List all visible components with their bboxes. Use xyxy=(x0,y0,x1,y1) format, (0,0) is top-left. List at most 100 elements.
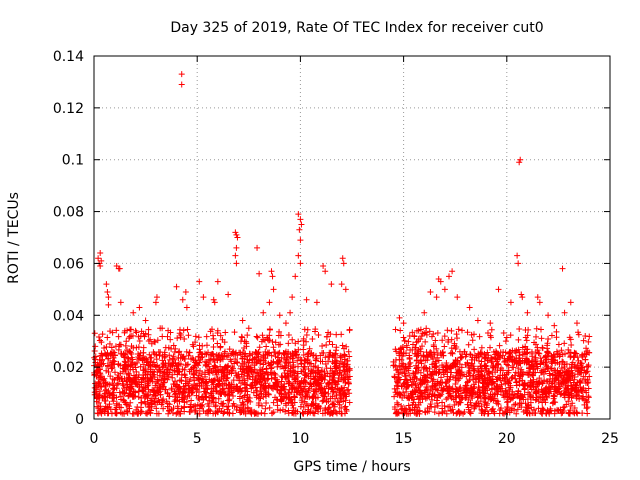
data-point xyxy=(329,376,336,383)
data-point xyxy=(524,349,531,356)
data-point xyxy=(173,283,180,290)
data-point xyxy=(183,304,190,311)
data-point xyxy=(176,377,183,384)
data-point xyxy=(271,374,278,381)
data-point xyxy=(338,372,345,379)
data-point xyxy=(337,394,344,401)
data-point xyxy=(196,380,203,387)
data-point xyxy=(470,372,477,379)
data-point xyxy=(565,410,572,417)
data-point xyxy=(451,342,458,349)
data-point xyxy=(405,338,412,345)
data-point xyxy=(261,377,268,384)
data-point xyxy=(214,327,221,334)
data-point xyxy=(300,346,307,353)
data-point xyxy=(346,399,353,406)
data-point xyxy=(302,378,309,385)
data-point xyxy=(317,385,324,392)
data-point xyxy=(180,327,187,334)
data-point xyxy=(152,339,159,346)
data-point xyxy=(446,390,453,397)
data-point xyxy=(414,350,421,357)
data-point xyxy=(429,369,436,376)
data-point xyxy=(202,358,209,365)
data-point xyxy=(394,391,401,398)
data-point xyxy=(583,345,590,352)
data-point xyxy=(448,336,455,343)
data-point xyxy=(136,355,143,362)
data-point xyxy=(314,367,321,374)
data-point xyxy=(238,333,245,340)
data-point xyxy=(561,403,568,410)
data-point xyxy=(586,373,593,380)
data-point xyxy=(144,392,151,399)
data-point xyxy=(96,378,103,385)
data-point xyxy=(556,381,563,388)
data-point xyxy=(434,349,441,356)
data-point xyxy=(431,382,438,389)
data-point xyxy=(221,339,228,346)
data-point xyxy=(198,370,205,377)
data-point xyxy=(233,260,240,267)
data-point xyxy=(580,395,587,402)
data-point xyxy=(107,350,114,357)
data-point xyxy=(113,394,120,401)
data-point xyxy=(529,379,536,386)
data-point xyxy=(489,373,496,380)
data-point xyxy=(339,387,346,394)
data-point xyxy=(504,376,511,383)
data-point xyxy=(447,393,454,400)
data-point xyxy=(308,350,315,357)
data-point xyxy=(323,333,330,340)
data-point xyxy=(246,394,253,401)
data-point xyxy=(164,389,171,396)
data-point xyxy=(413,410,420,417)
data-point xyxy=(274,379,281,386)
data-point xyxy=(113,327,120,334)
data-point xyxy=(147,374,154,381)
data-point xyxy=(265,375,272,382)
data-point xyxy=(341,410,348,417)
data-point xyxy=(578,387,585,394)
data-point xyxy=(346,353,353,360)
data-point xyxy=(422,374,429,381)
data-point xyxy=(263,393,270,400)
data-point xyxy=(148,400,155,407)
data-point xyxy=(187,403,194,410)
data-point xyxy=(237,404,244,411)
data-point xyxy=(276,390,283,397)
data-point xyxy=(490,364,497,371)
data-point xyxy=(429,391,436,398)
data-point xyxy=(159,333,166,340)
data-point xyxy=(329,358,336,365)
data-point xyxy=(554,350,561,357)
data-point xyxy=(294,363,301,370)
data-point xyxy=(406,352,413,359)
data-point xyxy=(225,403,232,410)
data-point xyxy=(246,366,253,373)
data-point xyxy=(399,405,406,412)
data-point xyxy=(192,333,199,340)
data-point xyxy=(140,349,147,356)
data-point xyxy=(244,405,251,412)
data-point xyxy=(420,393,427,400)
data-point xyxy=(181,385,188,392)
data-point xyxy=(308,367,315,374)
data-point xyxy=(165,360,172,367)
data-point xyxy=(165,366,172,373)
data-point xyxy=(533,325,540,332)
data-point xyxy=(129,391,136,398)
data-point xyxy=(114,381,121,388)
data-point xyxy=(531,406,538,413)
data-point xyxy=(118,396,125,403)
data-point xyxy=(561,394,568,401)
data-point xyxy=(474,317,481,324)
data-point xyxy=(305,408,312,415)
data-point xyxy=(426,408,433,415)
data-point xyxy=(157,368,164,375)
data-point xyxy=(214,376,221,383)
data-point xyxy=(451,401,458,408)
data-point xyxy=(97,403,104,410)
data-point xyxy=(561,309,568,316)
data-point xyxy=(265,383,272,390)
